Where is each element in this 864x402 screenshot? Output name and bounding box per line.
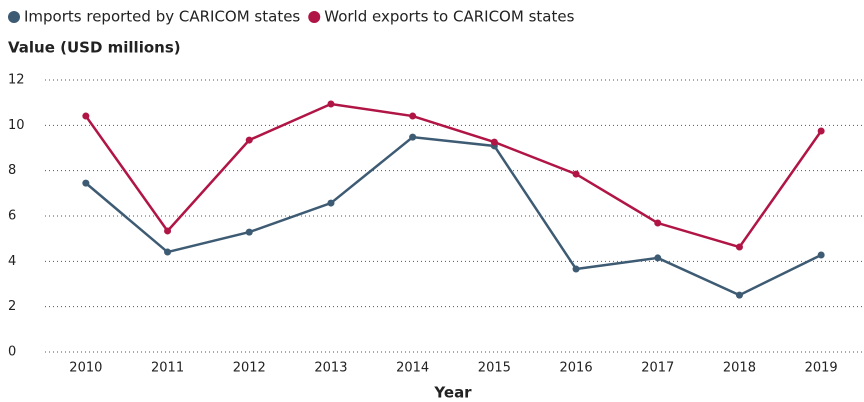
data-point — [654, 219, 662, 227]
x-tick-label: 2016 — [560, 361, 593, 376]
data-point — [654, 254, 662, 262]
data-point — [245, 228, 253, 236]
data-point — [817, 127, 825, 135]
data-point — [409, 133, 417, 141]
data-point — [245, 136, 253, 144]
data-point — [82, 112, 90, 120]
data-point — [572, 265, 580, 273]
data-point — [572, 170, 580, 178]
legend-label: Imports reported by CARICOM states — [24, 8, 300, 26]
x-tick-label: 2017 — [641, 361, 674, 376]
x-tick-label: 2015 — [478, 361, 511, 376]
y-tick-label: 12 — [8, 73, 25, 88]
x-tick-label: 2012 — [233, 361, 266, 376]
data-point — [164, 227, 172, 235]
x-axis-title: Year — [433, 384, 472, 402]
x-tick-label: 2013 — [314, 361, 347, 376]
x-tick-label: 2019 — [805, 361, 838, 376]
data-point — [490, 138, 498, 146]
y-tick-label: 0 — [8, 345, 16, 360]
series-line — [85, 135, 822, 297]
data-point — [82, 179, 90, 187]
data-point — [735, 291, 743, 299]
data-point — [327, 199, 335, 207]
data-point — [735, 243, 743, 251]
legend-marker — [308, 11, 321, 23]
x-tick-label: 2018 — [723, 361, 756, 376]
y-tick-label: 10 — [8, 118, 25, 133]
y-axis-title: Value (USD millions) — [8, 39, 181, 57]
x-tick-label: 2011 — [151, 361, 184, 376]
x-tick-label: 2014 — [396, 361, 429, 376]
y-tick-label: 4 — [8, 254, 16, 269]
data-point — [327, 100, 335, 108]
data-point — [817, 251, 825, 259]
legend-marker — [8, 11, 20, 23]
legend-label: World exports to CARICOM states — [324, 8, 574, 26]
y-tick-label: 8 — [8, 163, 16, 178]
x-tick-label: 2010 — [69, 361, 102, 376]
y-tick-label: 2 — [8, 299, 16, 314]
series-line — [84, 102, 823, 249]
y-tick-label: 6 — [8, 209, 16, 224]
data-point — [164, 248, 172, 256]
data-point — [409, 112, 417, 120]
